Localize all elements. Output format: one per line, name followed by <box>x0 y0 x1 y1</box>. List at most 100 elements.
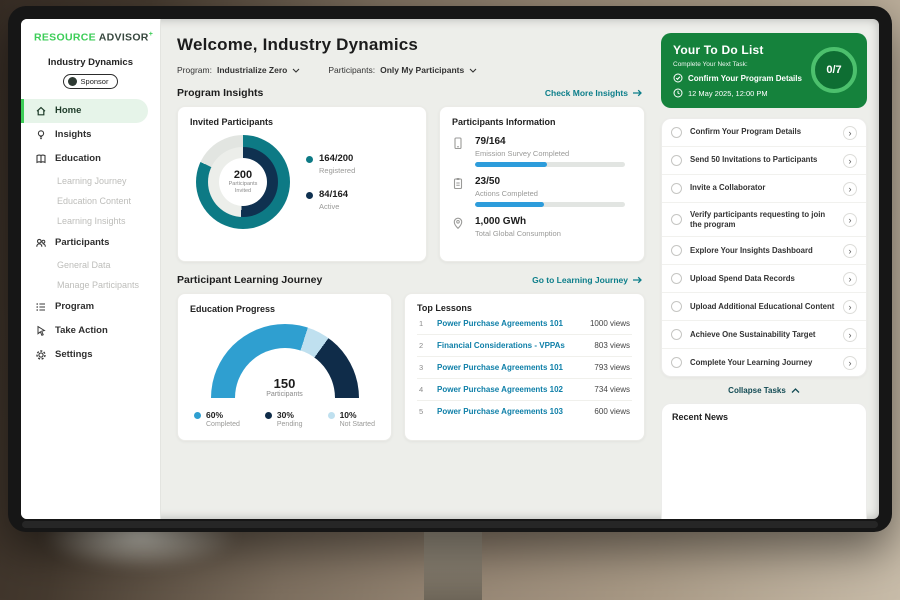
completed-value: 60% <box>206 410 224 420</box>
legend-item-active: 84/164 Active <box>306 189 355 211</box>
task-label: Send 50 Invitations to Participants <box>690 155 818 165</box>
task-checkbox[interactable] <box>671 155 682 166</box>
people-icon <box>36 238 46 247</box>
lesson-link[interactable]: Power Purchase Agreements 101 <box>437 319 563 328</box>
sidebar-item-label: Learning Journey <box>57 175 127 186</box>
task-label: Complete Your Learning Journey <box>690 357 813 367</box>
chevron-right-icon[interactable]: › <box>843 355 857 370</box>
learning-journey-header: Participant Learning Journey Go to Learn… <box>177 274 643 286</box>
sponsor-badge[interactable]: Sponsor <box>62 73 119 89</box>
lesson-link[interactable]: Power Purchase Agreements 103 <box>437 407 563 416</box>
sidebar-item-participants[interactable]: Participants <box>21 231 160 255</box>
sidebar-item-insights[interactable]: Insights <box>21 123 160 147</box>
lesson-rank: 3 <box>419 363 424 372</box>
check-more-insights-link[interactable]: Check More Insights <box>545 88 643 98</box>
program-filter[interactable]: Program: Industrialize Zero <box>177 65 300 75</box>
registered-label: Registered <box>319 166 356 175</box>
task-checkbox[interactable] <box>671 245 682 257</box>
chevron-right-icon[interactable]: › <box>843 271 857 286</box>
lesson-link[interactable]: Power Purchase Agreements 101 <box>437 363 563 372</box>
task-checkbox[interactable] <box>671 301 682 313</box>
lesson-row[interactable]: 5 Power Purchase Agreements 103 600 view… <box>417 401 632 422</box>
task-checkbox[interactable] <box>671 214 682 226</box>
chevron-right-icon[interactable]: › <box>843 243 857 258</box>
lesson-link[interactable]: Financial Considerations - VPPAs <box>437 341 565 350</box>
bezel-reflection <box>22 521 878 528</box>
app-logo[interactable]: RESOURCE ADVISOR+ <box>21 31 160 44</box>
chevron-up-icon <box>791 387 800 393</box>
sidebar: RESOURCE ADVISOR+ Industry Dynamics Spon… <box>21 19 161 519</box>
active-value: 84/164 <box>319 189 349 200</box>
lesson-views: 803 views <box>594 341 630 350</box>
invited-donut-outer: 200 Participants Invited <box>196 135 290 229</box>
task-label: Upload Spend Data Records <box>690 273 795 283</box>
sidebar-item-education-content[interactable]: Education Content <box>21 191 160 211</box>
task-row[interactable]: Confirm Your Program Details › <box>662 119 866 147</box>
monitor-bezel: RESOURCE ADVISOR+ Industry Dynamics Spon… <box>8 6 892 532</box>
sidebar-item-settings[interactable]: Settings <box>21 343 160 367</box>
sidebar-item-program[interactable]: Program <box>21 295 160 319</box>
task-checkbox[interactable] <box>671 357 682 369</box>
learning-journey-title: Participant Learning Journey <box>177 274 323 286</box>
completed-label: Completed <box>206 421 240 428</box>
program-insights-title: Program Insights <box>177 87 264 99</box>
sidebar-item-label: Education <box>55 153 101 164</box>
logo-text-secondary: ADVISOR <box>98 31 149 44</box>
top-lessons-title: Top Lessons <box>417 303 472 313</box>
lesson-row[interactable]: 3 Power Purchase Agreements 101 793 view… <box>417 357 632 379</box>
actions-completed-value: 23/50 <box>475 176 501 187</box>
participants-filter[interactable]: Participants: Only My Participants <box>328 65 477 75</box>
education-gauge-chart: 150 Participants <box>210 324 359 398</box>
sidebar-item-take-action[interactable]: Take Action <box>21 319 160 343</box>
actions-completed-label: Actions Completed <box>475 189 538 198</box>
sidebar-item-home[interactable]: Home <box>21 98 148 123</box>
lesson-rank: 5 <box>419 407 424 416</box>
lesson-rank: 4 <box>419 385 424 394</box>
task-row[interactable]: Upload Additional Educational Content › <box>662 293 866 322</box>
legend-dot <box>194 412 201 419</box>
clock-icon <box>673 88 683 98</box>
todo-panel: Your To Do List Complete Your Next Task:… <box>657 19 879 519</box>
legend-dot <box>327 412 335 419</box>
sidebar-item-education[interactable]: Education <box>21 147 160 171</box>
emission-survey-row: 79/164 Emission Survey Completed <box>452 136 632 167</box>
task-row[interactable]: Explore Your Insights Dashboard › <box>662 237 866 266</box>
chevron-right-icon[interactable]: › <box>843 153 857 168</box>
task-row[interactable]: Verify participants requesting to join t… <box>662 203 866 238</box>
task-row[interactable]: Achieve One Sustainability Target › <box>662 321 866 350</box>
task-checkbox[interactable] <box>671 183 682 194</box>
sidebar-item-label: Education Content <box>57 195 132 206</box>
link-label: Check More Insights <box>544 88 628 98</box>
chevron-right-icon[interactable]: › <box>843 299 857 314</box>
actions-completed-row: 23/50 Actions Completed <box>452 176 632 207</box>
task-row[interactable]: Complete Your Learning Journey › <box>662 349 866 376</box>
chevron-right-icon[interactable]: › <box>843 212 857 227</box>
task-checkbox[interactable] <box>671 273 682 285</box>
task-row[interactable]: Send 50 Invitations to Participants › <box>662 147 866 175</box>
task-row[interactable]: Upload Spend Data Records › <box>662 265 866 294</box>
lesson-row[interactable]: 4 Power Purchase Agreements 102 734 view… <box>417 379 632 401</box>
chevron-right-icon[interactable]: › <box>843 327 857 342</box>
sidebar-item-manage-participants[interactable]: Manage Participants <box>21 275 160 295</box>
go-to-learning-journey-link[interactable]: Go to Learning Journey <box>532 275 643 285</box>
chevron-right-icon[interactable]: › <box>843 125 857 140</box>
recent-news-header[interactable]: Recent News <box>661 403 867 519</box>
task-checkbox[interactable] <box>671 127 682 138</box>
sidebar-item-label: Program <box>55 301 95 312</box>
task-row[interactable]: Invite a Collaborator › <box>662 175 866 203</box>
collapse-tasks-link[interactable]: Collapse Tasks <box>661 386 867 395</box>
lesson-row[interactable]: 2 Financial Considerations - VPPAs 803 v… <box>417 335 632 357</box>
lesson-views: 1000 views <box>589 319 630 328</box>
invited-center-value: 200 <box>233 169 253 182</box>
legend-dot <box>306 156 313 163</box>
sidebar-item-learning-insights[interactable]: Learning Insights <box>21 211 160 231</box>
legend-dot <box>264 412 272 419</box>
global-consumption-label: Total Global Consumption <box>475 229 561 238</box>
task-label: Confirm Your Program Details <box>690 127 802 137</box>
lesson-link[interactable]: Power Purchase Agreements 102 <box>437 385 563 394</box>
sidebar-item-learning-journey[interactable]: Learning Journey <box>21 171 160 191</box>
lesson-row[interactable]: 1 Power Purchase Agreements 101 1000 vie… <box>417 313 632 335</box>
chevron-right-icon[interactable]: › <box>843 181 857 196</box>
sidebar-item-general-data[interactable]: General Data <box>21 255 160 275</box>
task-checkbox[interactable] <box>671 329 682 341</box>
